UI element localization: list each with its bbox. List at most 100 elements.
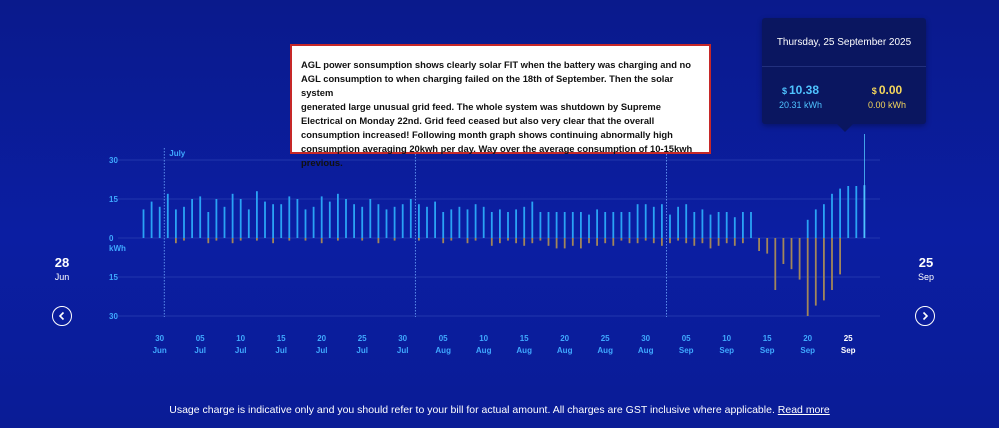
usage-bar xyxy=(831,193,833,238)
range-end-month: Sep xyxy=(917,272,934,282)
feed-bar xyxy=(272,238,274,244)
usage-bar xyxy=(312,206,315,238)
usage-bar xyxy=(264,201,266,238)
usage-bar xyxy=(142,209,145,238)
next-period-button[interactable] xyxy=(915,306,935,326)
usage-bar xyxy=(596,209,598,238)
feed-bar xyxy=(839,238,841,275)
feed-bar xyxy=(620,238,623,241)
y-tick-label: 15 xyxy=(109,195,118,204)
range-start: 28 Jun xyxy=(42,255,82,282)
x-tick-month: Aug xyxy=(638,346,654,355)
feed-bar xyxy=(288,238,291,241)
feed-bar xyxy=(644,238,647,241)
usage-bar xyxy=(742,212,744,238)
usage-bar xyxy=(499,209,501,238)
usage-bar xyxy=(239,199,242,238)
x-tick-month: Aug xyxy=(476,346,492,355)
feed-bar xyxy=(207,238,210,244)
usage-bar xyxy=(296,199,299,238)
feed-bar xyxy=(742,238,744,244)
day-tooltip: Thursday, 25 September 2025 $10.38 20.31… xyxy=(762,18,926,132)
usage-bar xyxy=(717,212,720,238)
usage-bar xyxy=(515,209,517,238)
usage-bar xyxy=(661,204,663,238)
range-start-month: Jun xyxy=(54,272,70,282)
feed-bar xyxy=(733,238,736,246)
tooltip-feed: $0.00 0.00 kWh xyxy=(868,83,906,110)
y-tick-label: 0 xyxy=(109,234,114,243)
feed-bar xyxy=(798,238,801,280)
previous-period-button[interactable] xyxy=(52,306,72,326)
y-axis-unit: kWh xyxy=(109,244,126,253)
feed-bar xyxy=(831,238,833,290)
x-tick-month: Jul xyxy=(356,346,368,355)
feed-bar xyxy=(393,238,396,241)
usage-bar xyxy=(628,212,631,238)
feed-bar xyxy=(604,238,607,244)
feed-bar xyxy=(442,238,445,244)
usage-bar xyxy=(636,204,639,238)
x-tick-day: 25 xyxy=(601,334,610,343)
usage-bar xyxy=(644,204,647,238)
feed-bar xyxy=(450,238,453,241)
x-tick-month: Aug xyxy=(516,346,532,355)
x-tick-day: 30 xyxy=(641,334,650,343)
usage-bar xyxy=(490,212,493,238)
usage-bar xyxy=(547,212,550,238)
usage-bar xyxy=(272,204,274,238)
x-tick-month: Sep xyxy=(760,346,775,355)
usage-bar xyxy=(539,212,542,238)
usage-bar xyxy=(304,209,307,238)
usage-bar xyxy=(377,204,380,238)
feed-bar xyxy=(539,238,542,241)
feed-bar xyxy=(507,238,509,241)
y-tick-label: 30 xyxy=(109,156,118,165)
x-tick-day: 25 xyxy=(844,334,853,343)
month-label: July xyxy=(169,149,186,158)
x-tick-month: Jul xyxy=(316,346,328,355)
month-markers: July xyxy=(163,148,667,317)
tooltip-usage-kwh: 20.31 kWh xyxy=(779,100,823,110)
tooltip-usage-currency: $ xyxy=(781,86,787,96)
usage-bar xyxy=(158,206,161,238)
usage-bar xyxy=(393,206,396,238)
usage-bar xyxy=(652,206,655,238)
feed-bar xyxy=(377,238,380,244)
usage-bar xyxy=(669,214,671,238)
feed-bar xyxy=(806,238,809,316)
x-tick-day: 30 xyxy=(398,334,407,343)
usage-bar xyxy=(450,209,453,238)
usage-bar xyxy=(288,196,291,238)
usage-bar xyxy=(280,204,283,238)
x-tick-month: Jul xyxy=(397,346,409,355)
footer-disclaimer: Usage charge is indicative only and you … xyxy=(0,404,999,416)
usage-bar xyxy=(418,204,420,238)
feed-bar xyxy=(758,238,760,251)
feed-bar xyxy=(466,238,469,244)
usage-bar xyxy=(215,199,218,238)
read-more-link[interactable]: Read more xyxy=(777,404,830,416)
usage-bar xyxy=(571,212,574,238)
tooltip-date: Thursday, 25 September 2025 xyxy=(762,18,926,67)
usage-bar xyxy=(223,206,226,238)
footer-text: Usage charge is indicative only and you … xyxy=(169,404,775,416)
feed-bar xyxy=(717,238,720,246)
usage-bar xyxy=(531,201,534,238)
feed-bar xyxy=(515,238,517,244)
usage-bar xyxy=(855,186,858,238)
x-tick-month: Jul xyxy=(275,346,287,355)
usage-bar xyxy=(466,209,469,238)
usage-bar xyxy=(369,199,372,238)
tooltip-usage-amount: 10.38 xyxy=(789,83,820,97)
usage-bar xyxy=(814,209,817,238)
feed-bar xyxy=(612,238,615,246)
feed-bar xyxy=(418,238,420,241)
x-tick-day: 20 xyxy=(803,334,812,343)
feed-bar xyxy=(531,238,534,244)
feed-bar xyxy=(669,238,671,244)
usage-bar xyxy=(434,201,436,238)
feed-bar xyxy=(701,238,704,244)
usage-bar xyxy=(353,204,355,238)
